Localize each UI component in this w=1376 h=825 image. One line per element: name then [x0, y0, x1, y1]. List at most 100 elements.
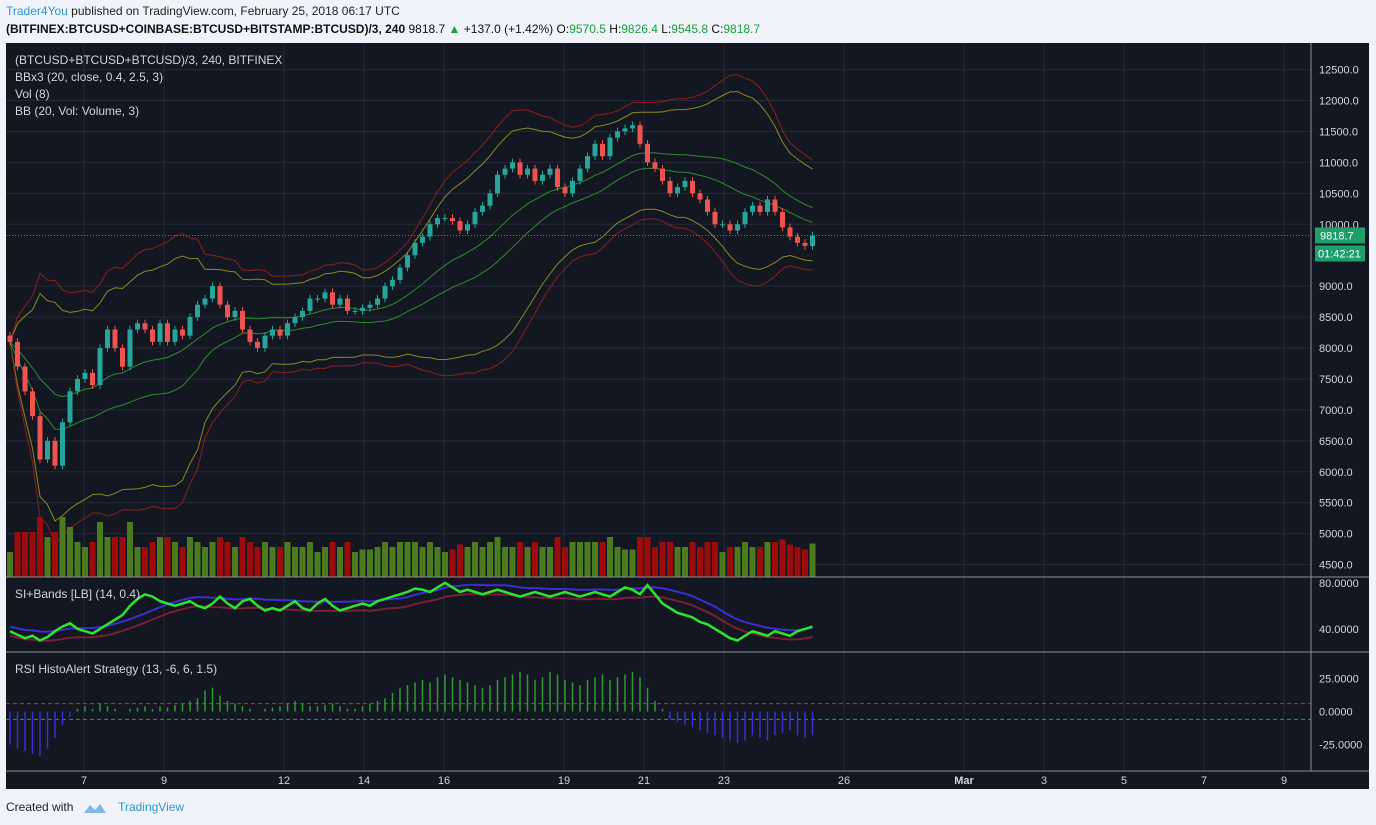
y-tick-label: 40.0000	[1319, 624, 1359, 636]
candle-body	[735, 224, 740, 231]
volume-bar	[412, 542, 418, 577]
countdown-badge	[1315, 245, 1365, 262]
candle-body	[622, 128, 628, 132]
candle-body	[307, 298, 313, 311]
volume-bar	[652, 547, 658, 577]
volume-bar	[614, 547, 621, 577]
volume-bar	[787, 544, 793, 577]
volume-bar	[187, 537, 193, 577]
volume-bar	[344, 542, 351, 577]
tradingview-link[interactable]: TradingView	[118, 800, 185, 814]
candlestick-series	[7, 121, 815, 470]
candle-body	[217, 286, 223, 305]
candle-body	[7, 335, 13, 342]
candle-body	[450, 218, 455, 222]
volume-bar	[419, 547, 426, 577]
candle-body	[30, 391, 35, 417]
x-tick-label: 14	[358, 775, 370, 787]
volume-bar	[7, 552, 13, 577]
volume-bar	[802, 549, 808, 577]
y-tick-label: 12000.0	[1319, 96, 1359, 108]
legend-si[interactable]: SI+Bands [LB] (14, 0.4)	[15, 587, 141, 601]
candle-body	[352, 310, 358, 312]
volume-bar	[314, 552, 321, 577]
legend-volbb[interactable]: BB (20, Vol: Volume, 3)	[15, 104, 140, 118]
volume-bar	[622, 549, 628, 577]
x-tick-label: 9	[161, 775, 167, 787]
candle-body	[97, 348, 103, 386]
footer: Created with TradingView	[6, 800, 184, 814]
candle-body	[135, 323, 140, 330]
candle-body	[570, 180, 575, 194]
candle-body	[802, 242, 808, 246]
volume-bar	[397, 542, 403, 577]
legend-bb[interactable]: BBx3 (20, close, 0.4, 2.5, 3)	[15, 70, 164, 84]
candle-body	[742, 211, 748, 225]
y-tick-label: 5500.0	[1319, 498, 1353, 510]
volume-bar	[562, 547, 568, 577]
x-tick-label: 19	[558, 775, 570, 787]
candle-body	[750, 205, 755, 212]
chart-frame[interactable]: 7 9 12 14 16 19 21 23 26 Mar 3 5 7 9 12500.0 12000.0 115…	[6, 43, 1369, 789]
legend-main[interactable]: (BTCUSD+BTCUSD+BTCUSD)/3, 240, BITFINEX	[15, 53, 283, 67]
volume-bar	[59, 517, 66, 577]
volume-bar	[764, 542, 771, 577]
y-tick-label: 8500.0	[1319, 312, 1353, 324]
legend-rsi[interactable]: RSI HistoAlert Strategy (13, -6, 6, 1.5)	[15, 662, 218, 676]
candle-body	[247, 329, 253, 342]
axes: 7 9 12 14 16 19 21 23 26 Mar 3 5 7 9 12500.0 12000.0 115…	[6, 43, 1369, 787]
candle-body	[150, 329, 155, 342]
volume-bar	[637, 537, 643, 577]
symbol-title: (BITFINEX:BTCUSD+COINBASE:BTCUSD+BITSTAM…	[6, 22, 406, 36]
bb-band-line	[9, 167, 813, 430]
volume-bar	[689, 542, 696, 577]
change-value: +137.0 (+1.42%)	[463, 22, 554, 36]
volume-bar	[487, 542, 493, 577]
x-tick-label: 7	[1201, 775, 1207, 787]
candle-body	[645, 143, 650, 163]
candle-body	[105, 329, 110, 349]
volume-bar	[449, 549, 456, 577]
candle-body	[720, 224, 725, 226]
candle-body	[67, 391, 73, 423]
high-label: H:	[609, 22, 622, 36]
volume-bar	[149, 542, 156, 577]
x-tick-label: 16	[438, 775, 450, 787]
candle-body	[292, 317, 298, 324]
candle-body	[697, 193, 703, 200]
candle-body	[187, 317, 193, 336]
candle-body	[45, 440, 50, 460]
symbol-line: (BITFINEX:BTCUSD+COINBASE:BTCUSD+BITSTAM…	[6, 22, 760, 36]
volume-bar	[749, 547, 756, 577]
volume-bar	[322, 547, 328, 577]
volume-bar	[269, 547, 276, 577]
volume-bar	[539, 547, 546, 577]
x-tick-label: 12	[278, 775, 290, 787]
volume-bar	[254, 547, 261, 577]
volume-bar	[434, 547, 441, 577]
candle-body	[90, 372, 95, 386]
candle-body	[510, 162, 515, 169]
candle-body	[420, 236, 425, 243]
published-text: published on TradingView.com, February 2…	[71, 4, 400, 18]
volume-bar	[757, 547, 763, 577]
candle-body	[37, 416, 43, 460]
candle-body	[457, 221, 463, 231]
low-value: 9545.8	[671, 22, 708, 36]
volume-bar	[719, 552, 726, 577]
chart-svg[interactable]: 7 9 12 14 16 19 21 23 26 Mar 3 5 7 9 12500.0 12000.0 115…	[6, 43, 1369, 789]
legend-vol[interactable]: Vol (8)	[15, 87, 50, 101]
volume-bar	[734, 547, 741, 577]
volume-bar	[577, 542, 583, 577]
countdown-label: 01:42:21	[1318, 248, 1361, 260]
volume-bar	[224, 542, 231, 577]
author-link[interactable]: Trader4You	[6, 4, 68, 18]
volume-bar	[209, 542, 216, 577]
candle-body	[532, 168, 538, 181]
candle-body	[270, 329, 275, 336]
candle-body	[82, 372, 88, 379]
volume-bar	[659, 542, 666, 577]
candle-body	[765, 199, 770, 212]
candle-body	[600, 143, 605, 157]
volume-bar	[599, 542, 606, 577]
